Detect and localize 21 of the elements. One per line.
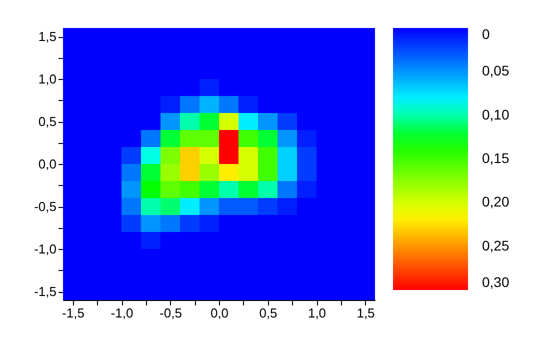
x-tick-label: 0,0 [210,306,229,320]
color-bar-label: 0 [482,26,490,42]
y-tick-label: -0,5 [34,199,56,214]
y-tick-label: 0,5 [38,114,56,129]
color-bar-label: 0,05 [482,62,510,79]
x-tick-label: 1,5 [356,306,375,320]
y-tick-label: -1,5 [34,284,56,299]
x-tick-label: -1,0 [110,306,134,320]
color-bar-label: 0,25 [482,237,510,254]
color-bar-label: 0,15 [482,150,510,166]
x-tick-label: 0,5 [259,306,278,320]
y-tick-label: 0,0 [38,156,56,172]
x-tick-label: -1,5 [62,306,84,320]
color-bar-label: 0,20 [482,194,510,210]
y-tick-label: -1,0 [34,242,56,256]
y-tick-label: 1,0 [38,72,56,86]
x-tick-label: -0,5 [160,306,182,320]
color-bar-label: 0,10 [482,106,510,122]
x-tick-label: 1,0 [308,306,326,320]
color-bar-label: 0,30 [482,274,510,290]
y-tick-label: 1,5 [38,29,56,44]
